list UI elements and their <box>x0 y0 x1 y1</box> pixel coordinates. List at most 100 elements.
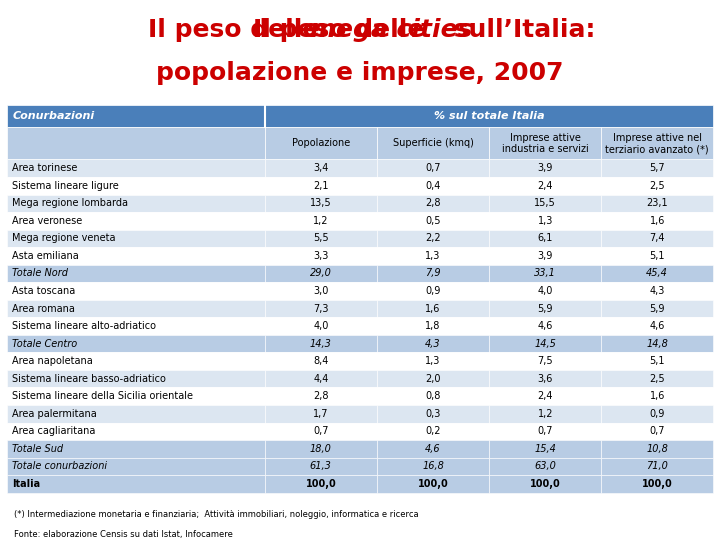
Text: Popolazione: Popolazione <box>292 138 350 149</box>
Text: 13,5: 13,5 <box>310 198 332 208</box>
Text: 5,1: 5,1 <box>649 356 665 366</box>
Bar <box>489 335 601 353</box>
Text: 100,0: 100,0 <box>305 479 336 489</box>
Bar <box>489 387 601 405</box>
Text: 100,0: 100,0 <box>530 479 561 489</box>
Bar <box>377 387 489 405</box>
Text: 1,6: 1,6 <box>426 303 441 314</box>
Text: % sul totale Italia: % sul totale Italia <box>433 111 544 122</box>
Text: 3,0: 3,0 <box>313 286 328 296</box>
Bar <box>377 212 489 230</box>
Bar <box>377 335 489 353</box>
Text: 4,0: 4,0 <box>313 321 328 331</box>
Bar <box>377 282 489 300</box>
Text: 5,9: 5,9 <box>649 303 665 314</box>
Text: 8,4: 8,4 <box>313 356 328 366</box>
Text: 0,8: 0,8 <box>426 391 441 401</box>
Text: 18,0: 18,0 <box>310 444 332 454</box>
Text: 4,6: 4,6 <box>649 321 665 331</box>
Bar <box>7 105 265 127</box>
Bar <box>265 475 377 492</box>
Bar <box>265 230 377 247</box>
Text: 4,6: 4,6 <box>538 321 553 331</box>
Bar <box>7 405 265 422</box>
Bar <box>489 194 601 212</box>
Text: 5,9: 5,9 <box>538 303 553 314</box>
Text: 7,3: 7,3 <box>313 303 328 314</box>
Text: 1,6: 1,6 <box>649 391 665 401</box>
Bar <box>377 247 489 265</box>
Text: Totale conurbazioni: Totale conurbazioni <box>12 461 107 471</box>
Bar <box>489 230 601 247</box>
Bar <box>377 300 489 318</box>
Bar <box>265 265 377 282</box>
Text: 1,2: 1,2 <box>538 409 553 419</box>
Bar <box>377 265 489 282</box>
Text: 0,7: 0,7 <box>538 426 553 436</box>
Text: Totale Sud: Totale Sud <box>12 444 63 454</box>
Text: 2,5: 2,5 <box>649 181 665 191</box>
Text: Superficie (kmq): Superficie (kmq) <box>392 138 474 149</box>
Text: 16,8: 16,8 <box>422 461 444 471</box>
Bar <box>489 247 601 265</box>
Text: 100,0: 100,0 <box>642 479 672 489</box>
Text: 0,2: 0,2 <box>426 426 441 436</box>
Bar <box>601 422 713 440</box>
Text: 1,3: 1,3 <box>426 251 441 261</box>
Bar <box>377 159 489 177</box>
Text: Sistema lineare ligure: Sistema lineare ligure <box>12 181 119 191</box>
Text: 0,5: 0,5 <box>426 216 441 226</box>
Bar <box>7 353 265 370</box>
Bar <box>489 405 601 422</box>
Text: 2,2: 2,2 <box>426 233 441 244</box>
Text: 0,9: 0,9 <box>426 286 441 296</box>
Bar <box>601 370 713 387</box>
Bar <box>489 282 601 300</box>
Text: 7,5: 7,5 <box>538 356 553 366</box>
Text: 3,9: 3,9 <box>538 251 553 261</box>
Text: 4,3: 4,3 <box>649 286 665 296</box>
Bar <box>601 230 713 247</box>
Text: 45,4: 45,4 <box>647 268 668 279</box>
Bar <box>7 230 265 247</box>
Text: Imprese attive nel
terziario avanzato (*): Imprese attive nel terziario avanzato (*… <box>606 133 709 154</box>
Bar <box>377 422 489 440</box>
Text: Il peso delle: Il peso delle <box>253 18 433 42</box>
Bar <box>377 194 489 212</box>
Bar <box>489 422 601 440</box>
Bar <box>601 265 713 282</box>
Bar <box>265 405 377 422</box>
Bar <box>377 405 489 422</box>
Bar <box>489 212 601 230</box>
Text: Area palermitana: Area palermitana <box>12 409 96 419</box>
Bar <box>7 194 265 212</box>
Bar <box>7 212 265 230</box>
Bar <box>265 177 377 194</box>
Text: 1,8: 1,8 <box>426 321 441 331</box>
Text: Asta toscana: Asta toscana <box>12 286 76 296</box>
Bar <box>7 318 265 335</box>
Bar <box>601 353 713 370</box>
Text: 6,1: 6,1 <box>538 233 553 244</box>
Bar <box>601 440 713 457</box>
Bar <box>601 212 713 230</box>
Text: Conurbazioni: Conurbazioni <box>13 111 95 122</box>
Bar <box>377 370 489 387</box>
Bar <box>265 370 377 387</box>
Text: Area cagliaritana: Area cagliaritana <box>12 426 95 436</box>
Bar <box>601 318 713 335</box>
Text: 14,3: 14,3 <box>310 339 332 349</box>
Text: 3,9: 3,9 <box>538 163 553 173</box>
Text: 23,1: 23,1 <box>647 198 668 208</box>
Bar <box>489 457 601 475</box>
Bar <box>601 335 713 353</box>
Bar <box>7 159 265 177</box>
Bar <box>7 282 265 300</box>
Bar <box>7 127 265 159</box>
Text: 100,0: 100,0 <box>418 479 449 489</box>
Bar <box>7 457 265 475</box>
Text: 1,2: 1,2 <box>313 216 328 226</box>
Bar <box>265 194 377 212</box>
Bar <box>489 177 601 194</box>
Bar <box>601 282 713 300</box>
